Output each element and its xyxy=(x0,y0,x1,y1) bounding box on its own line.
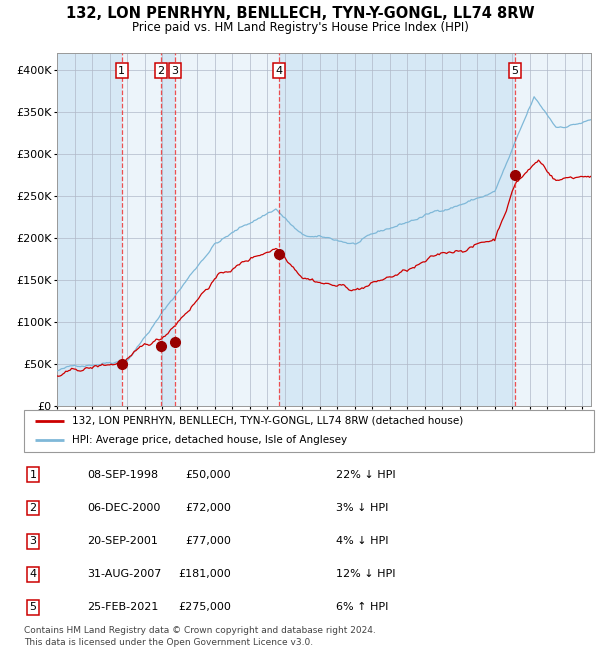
Text: 2: 2 xyxy=(29,503,37,513)
Text: 31-AUG-2007: 31-AUG-2007 xyxy=(87,569,161,579)
Text: 08-SEP-1998: 08-SEP-1998 xyxy=(87,470,158,480)
Text: £275,000: £275,000 xyxy=(178,603,231,612)
Text: 3% ↓ HPI: 3% ↓ HPI xyxy=(336,503,388,513)
Text: 20-SEP-2001: 20-SEP-2001 xyxy=(87,536,158,546)
Text: 5: 5 xyxy=(29,603,37,612)
Text: Price paid vs. HM Land Registry's House Price Index (HPI): Price paid vs. HM Land Registry's House … xyxy=(131,21,469,34)
Text: This data is licensed under the Open Government Licence v3.0.: This data is licensed under the Open Gov… xyxy=(24,638,313,647)
Text: £50,000: £50,000 xyxy=(185,470,231,480)
Text: 4% ↓ HPI: 4% ↓ HPI xyxy=(336,536,389,546)
Text: 1: 1 xyxy=(29,470,37,480)
Text: £72,000: £72,000 xyxy=(185,503,231,513)
Text: £181,000: £181,000 xyxy=(178,569,231,579)
Text: 06-DEC-2000: 06-DEC-2000 xyxy=(87,503,160,513)
Text: 25-FEB-2021: 25-FEB-2021 xyxy=(87,603,158,612)
Text: 1: 1 xyxy=(118,66,125,75)
Text: 3: 3 xyxy=(171,66,178,75)
Text: Contains HM Land Registry data © Crown copyright and database right 2024.: Contains HM Land Registry data © Crown c… xyxy=(24,626,376,635)
Text: 2: 2 xyxy=(157,66,164,75)
Text: 132, LON PENRHYN, BENLLECH, TYN-Y-GONGL, LL74 8RW: 132, LON PENRHYN, BENLLECH, TYN-Y-GONGL,… xyxy=(65,6,535,21)
Text: 22% ↓ HPI: 22% ↓ HPI xyxy=(336,470,395,480)
Text: 4: 4 xyxy=(29,569,37,579)
Text: 12% ↓ HPI: 12% ↓ HPI xyxy=(336,569,395,579)
FancyBboxPatch shape xyxy=(24,410,594,452)
Text: 6% ↑ HPI: 6% ↑ HPI xyxy=(336,603,388,612)
Bar xyxy=(515,53,591,406)
Text: 5: 5 xyxy=(511,66,518,75)
Text: 3: 3 xyxy=(29,536,37,546)
Text: 4: 4 xyxy=(275,66,282,75)
Text: £77,000: £77,000 xyxy=(185,536,231,546)
Bar xyxy=(122,53,161,406)
Text: HPI: Average price, detached house, Isle of Anglesey: HPI: Average price, detached house, Isle… xyxy=(73,436,347,445)
Text: 132, LON PENRHYN, BENLLECH, TYN-Y-GONGL, LL74 8RW (detached house): 132, LON PENRHYN, BENLLECH, TYN-Y-GONGL,… xyxy=(73,416,464,426)
Bar xyxy=(175,53,278,406)
